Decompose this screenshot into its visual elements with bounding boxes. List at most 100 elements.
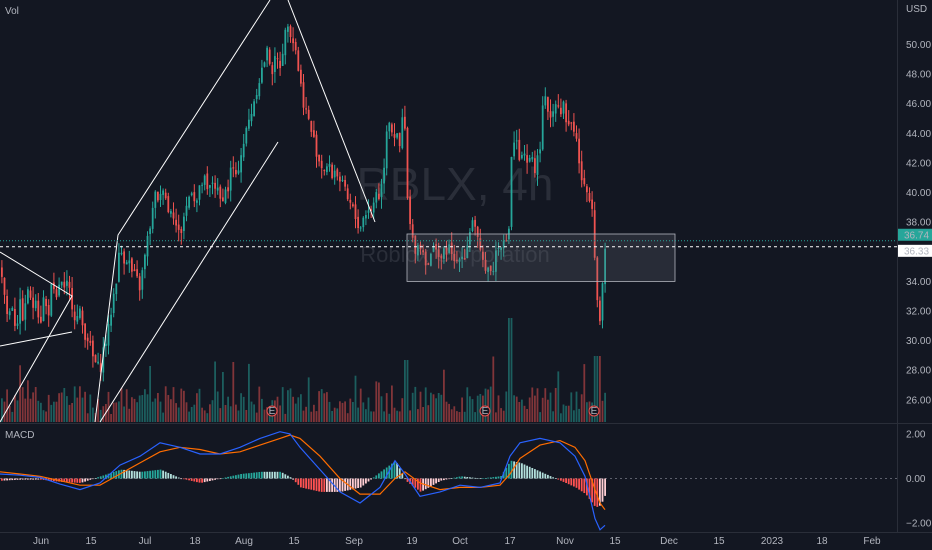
candle-body bbox=[240, 155, 242, 173]
candle-body bbox=[47, 305, 50, 316]
volume-bar bbox=[99, 409, 102, 422]
candle-body bbox=[531, 157, 534, 160]
macd-histogram-bar bbox=[523, 464, 526, 479]
price-tick-label: 32.00 bbox=[906, 306, 931, 317]
volume-bar bbox=[450, 409, 453, 422]
candle-body bbox=[151, 207, 154, 229]
candle-body bbox=[266, 47, 268, 61]
time-tick-label: Feb bbox=[863, 536, 881, 547]
macd-histogram-bar bbox=[73, 478, 76, 483]
volume-bar bbox=[281, 387, 284, 422]
candle-body bbox=[133, 269, 136, 271]
candle-body bbox=[396, 133, 398, 138]
macd-histogram-bar bbox=[414, 478, 417, 488]
macd-histogram-bar bbox=[292, 478, 294, 480]
volume-bar bbox=[245, 410, 248, 422]
candle-body bbox=[125, 262, 128, 265]
macd-histogram-bar bbox=[580, 478, 583, 492]
volume-bar bbox=[604, 392, 606, 422]
macd-histogram-bar bbox=[575, 478, 578, 488]
macd-histogram-bar bbox=[300, 478, 302, 488]
candle-body bbox=[487, 267, 489, 273]
macd-histogram-bar bbox=[1, 478, 3, 481]
volume-bar bbox=[391, 385, 393, 422]
last-price-badge bbox=[898, 228, 932, 241]
volume-bar bbox=[201, 407, 203, 422]
volume-bar bbox=[471, 399, 474, 422]
macd-histogram-bar bbox=[396, 463, 398, 479]
volume-bar bbox=[432, 394, 435, 422]
macd-histogram-bar bbox=[419, 478, 422, 492]
macd-histogram-bar bbox=[430, 478, 432, 487]
candle-body bbox=[406, 127, 409, 199]
candle-body bbox=[60, 281, 63, 286]
macd-histogram-bar bbox=[50, 478, 53, 481]
macd-histogram-bar bbox=[513, 461, 515, 479]
earnings-marker[interactable] bbox=[266, 405, 278, 417]
volume-bar bbox=[508, 318, 510, 422]
volume-bar bbox=[367, 397, 370, 422]
volume-bar bbox=[193, 404, 196, 422]
candle-body bbox=[448, 244, 450, 253]
macd-histogram-bar bbox=[489, 477, 492, 479]
macd-histogram-bar bbox=[63, 478, 66, 482]
range-rectangle[interactable] bbox=[406, 233, 676, 282]
signal-line bbox=[0, 434, 606, 511]
volume-bar bbox=[359, 388, 362, 422]
macd-histogram-bar bbox=[172, 475, 175, 479]
reference-price-label: 36.33 bbox=[904, 246, 929, 257]
candle-body bbox=[209, 185, 211, 188]
candle-body bbox=[463, 258, 466, 260]
time-tick-label: 2023 bbox=[761, 536, 784, 547]
volume-bar bbox=[172, 387, 175, 422]
candle-body bbox=[21, 298, 24, 321]
candle-body bbox=[526, 155, 528, 163]
candle-body bbox=[40, 316, 42, 323]
triangle-drawing[interactable] bbox=[0, 251, 73, 423]
macd-histogram-bar bbox=[19, 478, 21, 480]
macd-histogram-bar bbox=[344, 478, 346, 491]
macd-histogram-bar bbox=[253, 472, 255, 479]
volume-bar bbox=[21, 387, 24, 422]
volume-bar bbox=[414, 386, 417, 422]
volume-bar bbox=[180, 388, 183, 422]
volume-bar bbox=[196, 393, 198, 422]
macd-histogram-bar bbox=[227, 476, 229, 479]
price-tick-label: 44.00 bbox=[906, 129, 931, 140]
candle-body bbox=[118, 252, 120, 282]
candle-body bbox=[188, 196, 190, 208]
macd-histogram-bar bbox=[302, 478, 305, 488]
triangle-base-line[interactable] bbox=[0, 331, 73, 347]
candle-body bbox=[229, 167, 232, 191]
volume-bar bbox=[53, 401, 55, 422]
time-tick-label: Dec bbox=[660, 536, 678, 547]
volume-bar bbox=[344, 401, 346, 422]
volume-bar bbox=[60, 392, 63, 422]
volume-bar bbox=[362, 402, 365, 422]
volume-bar bbox=[474, 412, 476, 422]
candle-body bbox=[591, 199, 593, 209]
candle-body bbox=[315, 134, 318, 157]
time-tick-label: Aug bbox=[235, 536, 253, 547]
earnings-marker[interactable] bbox=[588, 405, 600, 417]
earnings-marker[interactable] bbox=[479, 405, 491, 417]
macd-histogram-bar bbox=[110, 472, 112, 479]
volume-bar bbox=[541, 397, 544, 422]
macd-histogram-bar bbox=[578, 478, 580, 490]
macd-histogram-bar bbox=[203, 478, 206, 483]
volume-bar bbox=[593, 356, 596, 422]
volume-bar bbox=[388, 413, 391, 422]
candle-body bbox=[601, 283, 604, 321]
up-channel-lower[interactable] bbox=[99, 141, 279, 423]
down-channel-line[interactable] bbox=[287, 0, 376, 223]
macd-histogram-bar bbox=[115, 471, 118, 479]
macd-histogram-bar bbox=[211, 478, 214, 481]
volume-bar bbox=[495, 412, 497, 422]
macd-histogram-bar bbox=[214, 478, 216, 480]
up-channel-upper[interactable] bbox=[94, 0, 271, 423]
time-tick-label: Nov bbox=[556, 536, 574, 547]
volume-bar bbox=[523, 405, 526, 422]
candle-body bbox=[398, 132, 401, 147]
volume-bar bbox=[97, 399, 99, 422]
